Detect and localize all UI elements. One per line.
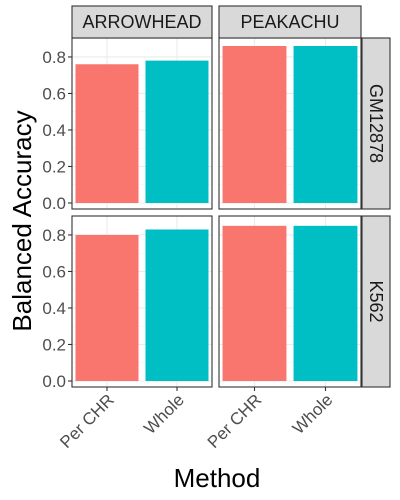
bar-whole	[294, 46, 358, 203]
y-tick-label: 0.4	[42, 121, 66, 140]
x-tick-label: Per CHR	[56, 390, 118, 452]
bar-per-chr	[223, 46, 287, 203]
x-tick-label: Whole	[289, 390, 337, 438]
y-tick-label: 0.0	[42, 372, 66, 391]
x-axis-title: Method	[174, 463, 261, 493]
y-tick-label: 0.8	[42, 48, 66, 67]
bar-per-chr	[76, 64, 139, 203]
y-tick-label: 0.2	[42, 335, 66, 354]
facet-label: ARROWHEAD	[82, 12, 201, 32]
y-axis-title: Balanced Accuracy	[7, 110, 37, 331]
facet-label: K562	[366, 280, 386, 322]
bar-per-chr	[76, 235, 139, 381]
bar-whole	[146, 229, 209, 381]
bar-whole	[146, 61, 209, 203]
y-tick-label: 0.2	[42, 157, 66, 176]
y-tick-label: 0.0	[42, 194, 66, 213]
y-tick-label: 0.6	[42, 84, 66, 103]
facet-label: GM12878	[366, 84, 386, 163]
bar-per-chr	[223, 226, 287, 381]
y-tick-label: 0.8	[42, 226, 66, 245]
facet-label: PEAKACHU	[240, 12, 339, 32]
bar-whole	[294, 226, 358, 381]
x-tick-label: Whole	[140, 390, 188, 438]
y-tick-label: 0.6	[42, 262, 66, 281]
y-tick-label: 0.4	[42, 299, 66, 318]
x-tick-label: Per CHR	[204, 390, 266, 452]
